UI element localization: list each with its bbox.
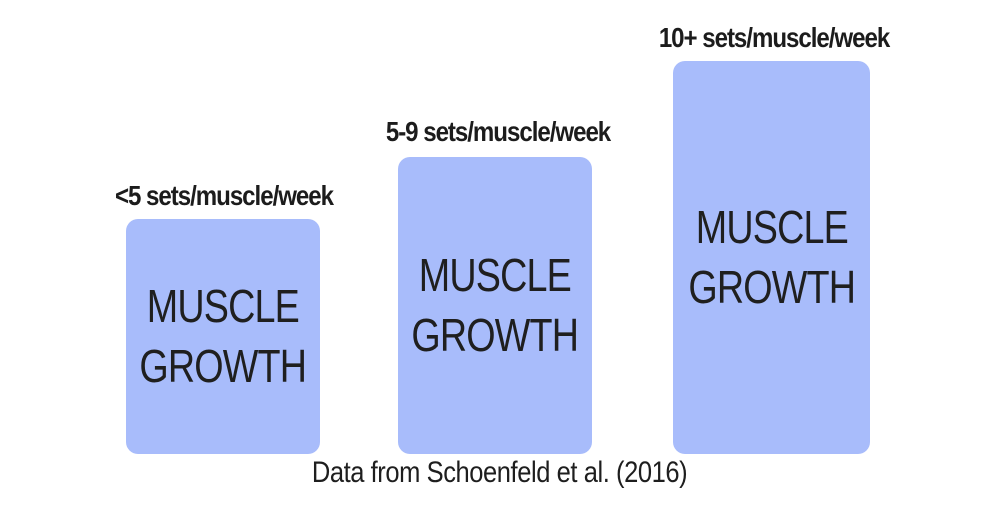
growth-box-high-line1: MUSCLE [695,200,848,253]
growth-box-high-line2: GROWTH [688,260,856,313]
growth-box-mid-line2: GROWTH [411,308,580,361]
growth-box-low-line1: MUSCLE [146,279,300,332]
growth-box-mid: MUSCLE GROWTH [398,157,592,454]
source-caption: Data from Schoenfeld et al. (2016) [311,456,688,489]
growth-box-low-line2: GROWTH [139,339,308,392]
tier-label-low: <5 sets/muscle/week [114,180,334,211]
tier-label-mid: 5-9 sets/muscle/week [385,116,611,147]
growth-box-high: MUSCLE GROWTH [673,61,870,454]
growth-box-mid-line1: MUSCLE [418,248,572,301]
growth-box-low: MUSCLE GROWTH [126,219,320,454]
tier-label-high: 10+ sets/muscle/week [658,22,890,53]
